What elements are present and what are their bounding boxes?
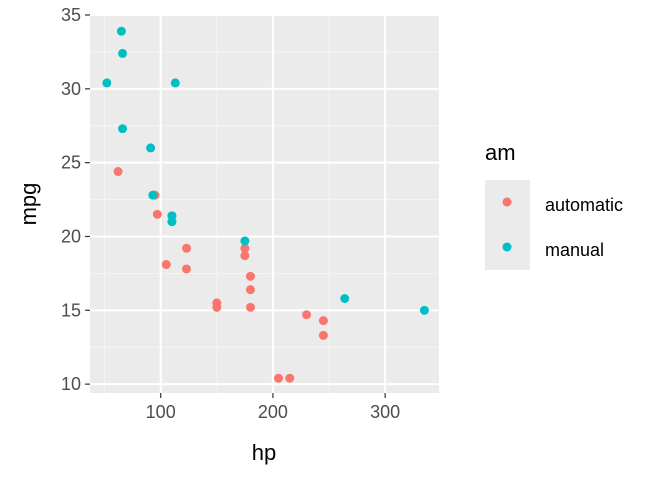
data-point-manual xyxy=(167,211,177,221)
data-point-automatic xyxy=(245,271,255,281)
data-point-manual xyxy=(102,78,112,88)
x-axis-ticks: 100 200 300 xyxy=(146,393,400,422)
data-point-automatic xyxy=(245,302,255,312)
data-point-manual xyxy=(116,26,126,36)
data-point-automatic xyxy=(113,167,123,177)
x-tick-label: 200 xyxy=(258,402,288,422)
y-axis-title: mpg xyxy=(16,183,41,226)
data-point-manual xyxy=(146,143,156,153)
data-point-automatic xyxy=(182,264,192,274)
y-tick-label: 20 xyxy=(61,226,81,246)
data-point-automatic xyxy=(318,330,328,340)
data-point-manual xyxy=(148,190,158,200)
data-point-automatic xyxy=(212,302,222,312)
data-point-automatic xyxy=(182,243,192,253)
data-point-manual xyxy=(340,294,350,303)
data-point-automatic xyxy=(245,285,255,295)
data-point-manual xyxy=(240,236,250,246)
data-point-manual xyxy=(419,305,429,315)
y-tick-label: 30 xyxy=(61,79,81,99)
data-point-automatic xyxy=(285,373,295,383)
data-point-automatic xyxy=(302,310,312,320)
data-point-automatic xyxy=(240,243,250,253)
x-tick-label: 300 xyxy=(370,402,400,422)
y-tick-label: 10 xyxy=(61,374,81,394)
data-point-automatic xyxy=(240,251,250,261)
legend-key-automatic xyxy=(502,197,512,207)
major-gridlines xyxy=(90,14,439,393)
data-point-automatic xyxy=(318,316,328,326)
y-tick-label: 15 xyxy=(61,300,81,320)
data-point-manual xyxy=(170,78,180,88)
y-tick-label: 35 xyxy=(61,5,81,25)
data-point-automatic xyxy=(152,209,162,219)
y-axis-ticks: 10 15 20 25 30 35 xyxy=(61,5,90,394)
x-tick-label: 100 xyxy=(146,402,176,422)
data-point-manual xyxy=(118,124,128,134)
minor-gridlines xyxy=(90,15,439,393)
legend-label-automatic: automatic xyxy=(545,195,623,215)
y-tick-label: 25 xyxy=(61,153,81,173)
legend-label-manual: manual xyxy=(545,240,604,260)
plot-panel xyxy=(90,15,439,393)
data-point-automatic xyxy=(274,373,284,383)
x-axis-title: hp xyxy=(252,440,276,465)
data-point-manual xyxy=(118,48,128,58)
legend-title: am xyxy=(485,140,516,165)
data-points xyxy=(102,26,429,383)
data-point-automatic xyxy=(161,260,171,270)
legend: am automatic manual xyxy=(485,140,623,270)
legend-key-manual xyxy=(502,242,512,252)
